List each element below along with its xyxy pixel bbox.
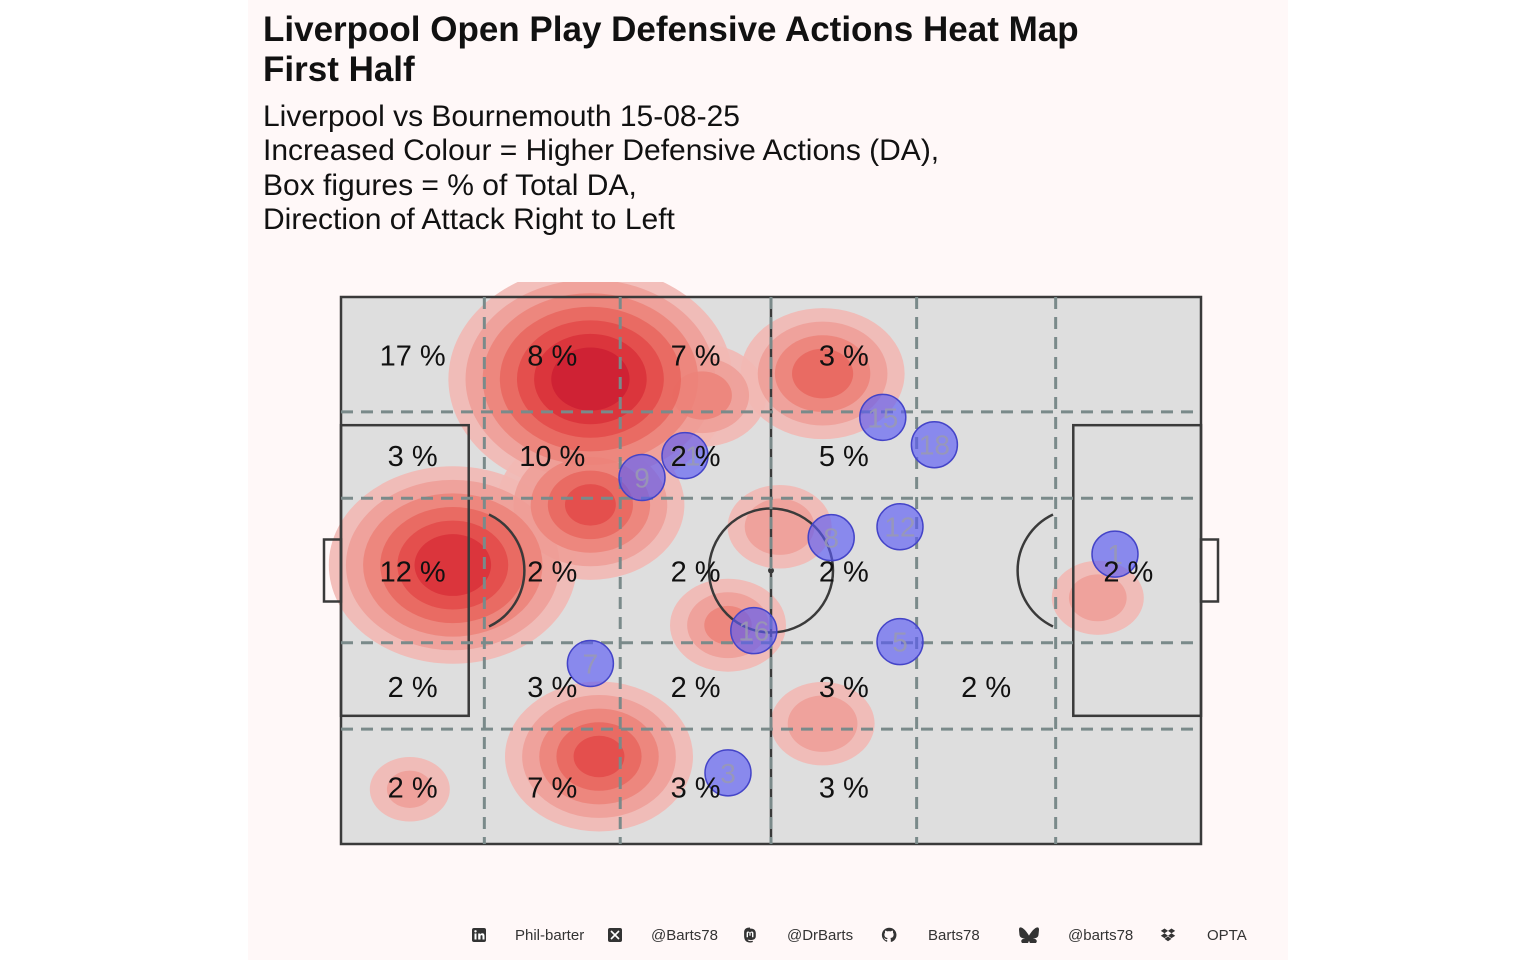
density-blob xyxy=(1068,574,1127,622)
player-marker-9: 9 xyxy=(618,453,666,502)
player-marker-1: 1 xyxy=(1091,530,1139,578)
zone-percentage-label: 3 % xyxy=(819,672,869,704)
zone-percentage-label: 2 % xyxy=(819,557,869,589)
zone-percentage-label: 5 % xyxy=(819,441,869,473)
player-number: 15 xyxy=(867,402,898,433)
left-goal xyxy=(322,538,343,603)
chart-title-line-1: Liverpool Open Play Defensive Actions He… xyxy=(263,10,1079,49)
zone-percentage-label: 3 % xyxy=(388,441,438,473)
bluesky-icon xyxy=(1019,927,1039,943)
density-blob xyxy=(672,371,732,420)
player-circle xyxy=(661,431,709,480)
player-number: 8 xyxy=(823,523,839,554)
player-circle xyxy=(704,749,752,797)
zone-percentage-label: 2 % xyxy=(671,441,721,473)
footer-linkedin-handle: Phil-barter xyxy=(515,927,585,944)
player-marker-5: 5 xyxy=(876,617,924,666)
player-marker-8: 8 xyxy=(807,513,855,562)
zone-percentage-label: 7 % xyxy=(671,340,721,372)
zone-percentage-label: 3 % xyxy=(527,672,577,704)
player-circle xyxy=(618,453,666,502)
player-number: 3 xyxy=(720,758,736,789)
footer-bluesky-handle: @barts78 xyxy=(1068,927,1134,944)
player-marker-3: 3 xyxy=(704,749,752,797)
density-level-7 xyxy=(551,347,630,411)
left-penalty-arc xyxy=(488,513,526,628)
zone-percentage-label: 12 % xyxy=(380,557,446,589)
chart-title-line-2: First Half xyxy=(263,50,415,89)
zone-labels: 17 % 8 % 7 % 3 %3 % 10 % 2 % 5 %12 % 2 % 2 % 2 % 2… xyxy=(380,340,1154,804)
zone-percentage-label: 17 % xyxy=(380,340,446,372)
density-blob xyxy=(386,770,433,808)
subtitle-line-1: Liverpool vs Bournemouth 15-08-25 xyxy=(263,100,740,133)
dropbox-icon xyxy=(1160,928,1176,942)
zone-percentage-label: 2 % xyxy=(1103,557,1153,589)
density-contours xyxy=(328,282,1144,832)
player-number: 7 xyxy=(583,648,599,679)
right-goal xyxy=(1199,538,1220,603)
player-marker-12: 12 xyxy=(876,502,924,551)
zone-percentage-label: 2 % xyxy=(388,672,438,704)
player-circle xyxy=(910,420,959,469)
zone-percentage-label: 2 % xyxy=(527,557,577,589)
player-circle xyxy=(807,513,855,562)
player-circle xyxy=(876,617,924,666)
mastodon-icon xyxy=(744,927,756,943)
player-number: 9 xyxy=(634,463,650,494)
player-marker-7: 7 xyxy=(566,639,615,688)
player-marker-15: 15 xyxy=(859,393,907,442)
zone-percentage-label: 2 % xyxy=(961,672,1011,704)
linkedin-icon xyxy=(472,928,486,942)
zone-percentage-label: 2 % xyxy=(671,557,721,589)
player-circle xyxy=(566,639,615,688)
player-circle xyxy=(876,502,924,551)
subtitle-line-4: Direction of Attack Right to Left xyxy=(263,203,675,236)
player-number: 21 xyxy=(669,441,700,472)
player-circle xyxy=(1091,530,1139,578)
player-number: 18 xyxy=(919,430,950,461)
zone-percentage-label: 7 % xyxy=(527,773,577,805)
density-blob xyxy=(564,484,616,526)
zone-percentage-label: 3 % xyxy=(819,773,869,805)
footer-mastodon-handle: @DrBarts xyxy=(787,927,854,944)
player-number: 12 xyxy=(884,512,915,543)
player-number: 16 xyxy=(738,616,769,647)
player-marker-16: 16 xyxy=(730,606,778,655)
footer-github-handle: Barts78 xyxy=(928,927,980,944)
footer-source: OPTA xyxy=(1207,927,1247,944)
player-number: 5 xyxy=(892,627,908,658)
density-blob xyxy=(792,348,854,399)
player-circle xyxy=(859,393,907,442)
footer-x-handle: @Barts78 xyxy=(651,927,718,944)
zone-percentage-label: 2 % xyxy=(671,672,721,704)
zone-percentage-label: 2 % xyxy=(388,773,438,805)
density-blob xyxy=(573,735,625,778)
player-marker-21: 21 xyxy=(661,431,709,480)
density-blob xyxy=(744,498,815,555)
density-blob xyxy=(414,534,492,596)
player-number: 1 xyxy=(1107,539,1123,570)
subtitle-line-3: Box figures = % of Total DA, xyxy=(263,169,637,202)
player-marker-18: 18 xyxy=(910,420,959,469)
density-blob xyxy=(787,695,858,752)
right-penalty-arc xyxy=(1016,513,1054,628)
zone-percentage-label: 3 % xyxy=(671,773,721,805)
density-blob xyxy=(551,347,630,411)
x-icon xyxy=(608,928,622,942)
subtitle-line-2: Increased Colour = Higher Defensive Acti… xyxy=(263,134,940,167)
zone-percentage-label: 8 % xyxy=(527,340,577,372)
zone-percentage-label: 3 % xyxy=(819,340,869,372)
github-icon xyxy=(881,927,897,942)
player-circle xyxy=(730,606,778,655)
zone-percentage-label: 10 % xyxy=(519,441,585,473)
